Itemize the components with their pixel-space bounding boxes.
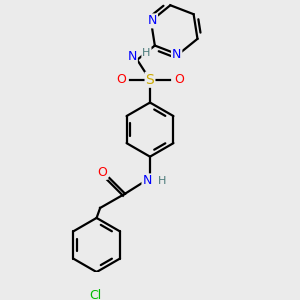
Text: O: O xyxy=(116,73,126,86)
Text: N: N xyxy=(148,14,157,27)
Text: N: N xyxy=(142,174,152,188)
Text: H: H xyxy=(142,48,151,58)
Text: S: S xyxy=(146,73,154,87)
Text: O: O xyxy=(174,73,184,86)
Text: N: N xyxy=(172,48,181,61)
Text: Cl: Cl xyxy=(89,289,101,300)
Text: H: H xyxy=(158,176,166,186)
Text: N: N xyxy=(128,50,137,63)
Text: O: O xyxy=(97,166,107,179)
